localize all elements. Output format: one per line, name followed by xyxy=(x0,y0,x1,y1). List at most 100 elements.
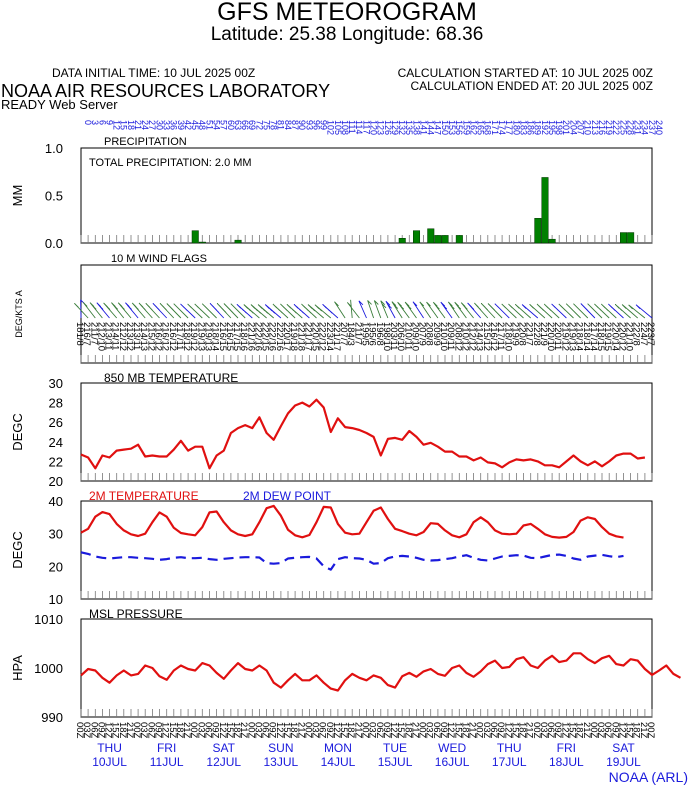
forecast-hour-label: 183 xyxy=(518,120,528,135)
precip-bar xyxy=(427,228,435,244)
panel-ticks-0 xyxy=(80,235,653,243)
calc-ended: CALCULATION ENDED AT: 20 JUL 2025 00Z xyxy=(410,79,653,93)
time-label: 18Z xyxy=(231,722,242,739)
time-label: 09Z xyxy=(438,722,449,739)
precip-bar xyxy=(413,230,421,244)
time-label: 21Z xyxy=(295,722,306,739)
time-label: 09Z xyxy=(210,722,221,739)
wind-label: 207/9 xyxy=(417,322,428,346)
wind-label: 220/15 xyxy=(310,322,321,351)
forecast-hour-label: 105 xyxy=(333,120,343,135)
forecast-hour-label: 120 xyxy=(369,120,379,135)
time-label: 09Z xyxy=(267,722,278,739)
y-tick-label: 0.5 xyxy=(45,189,63,204)
wind-label: 217/14 xyxy=(588,322,599,351)
forecast-hour-label: 159 xyxy=(461,120,471,135)
wind-barb xyxy=(487,303,503,319)
wind-barb xyxy=(307,304,324,319)
day-date-label: 10JUL xyxy=(92,755,127,769)
wind-label: 196/8 xyxy=(374,322,385,346)
forecast-hour-label: 15 xyxy=(119,120,129,130)
precip-ylabel: MM xyxy=(10,185,25,207)
wind-barb xyxy=(529,303,546,319)
wind-barb xyxy=(419,301,432,319)
wind-barb xyxy=(152,302,168,319)
forecast-hour-label: 126 xyxy=(383,120,393,135)
ylabel-panel-3: DEGC xyxy=(10,531,25,569)
wind-label: 221/9 xyxy=(538,322,549,346)
time-label: 12Z xyxy=(331,722,342,739)
time-label: 00Z xyxy=(417,722,428,739)
wind-label: 218/16 xyxy=(238,322,249,351)
forecast-hour-label: 30 xyxy=(154,120,164,130)
y-tick-label: 1.0 xyxy=(45,141,63,156)
time-label: 09Z xyxy=(609,722,620,739)
forecast-hour-label: 168 xyxy=(483,120,493,135)
panel-ticks-1 xyxy=(80,355,653,363)
time-label: 06Z xyxy=(602,722,613,739)
wind-barb xyxy=(380,300,389,319)
wind-barb xyxy=(194,303,210,319)
wind-label: 221/17 xyxy=(302,322,313,351)
time-label: 03Z xyxy=(595,722,606,739)
time-label: 15Z xyxy=(224,722,235,739)
time-label: 12Z xyxy=(160,722,171,739)
wind-barb xyxy=(293,303,310,319)
wind-barb xyxy=(404,301,417,319)
day-name-label: THU xyxy=(497,741,522,755)
forecast-hour-label: 216 xyxy=(597,120,607,135)
lab-name: NOAA AIR RESOURCES LABORATORY xyxy=(1,81,331,101)
time-label: 09Z xyxy=(324,722,335,739)
time-label: 18Z xyxy=(402,722,413,739)
forecast-hour-label: 129 xyxy=(390,120,400,135)
wind-barb xyxy=(397,301,410,319)
wind-barb xyxy=(385,300,396,319)
forecast-hour-label: 237 xyxy=(647,120,657,135)
pressure-line xyxy=(80,652,682,692)
wind-label: 211/7 xyxy=(352,322,363,345)
time-label: 03Z xyxy=(310,722,321,739)
panel-frame-4 xyxy=(80,618,653,718)
forecast-hour-label: 132 xyxy=(397,120,407,135)
wind-label: 219/13 xyxy=(202,322,213,351)
wind-label: 213/12 xyxy=(124,322,135,351)
wind-label: 220/14 xyxy=(609,322,620,351)
wind-label: 216/7 xyxy=(81,322,92,346)
wind-barb xyxy=(243,304,260,319)
y-tick-label: 30 xyxy=(49,376,63,391)
t2m-line xyxy=(80,504,624,539)
wind-barb xyxy=(131,302,146,319)
y-tick-label: 40 xyxy=(49,494,63,509)
time-label: 21Z xyxy=(181,722,192,739)
wind-label: 210/11 xyxy=(402,322,413,350)
forecast-hour-label: 90 xyxy=(297,120,307,130)
forecast-hour-label: 96 xyxy=(311,120,321,130)
wind-label: 198/10 xyxy=(381,322,392,351)
wind-barb xyxy=(301,303,317,319)
wind-barb xyxy=(358,300,367,319)
dew-legend: 2M DEW POINT xyxy=(243,489,332,503)
time-label: 03Z xyxy=(195,722,206,739)
time-label: 00Z xyxy=(531,722,542,739)
init-time: DATA INITIAL TIME: 10 JUL 2025 00Z xyxy=(52,66,256,80)
precip-bar xyxy=(541,177,549,244)
wind-label: 216/12 xyxy=(488,322,499,351)
time-label: 06Z xyxy=(545,722,556,739)
wind-label: 220/17 xyxy=(281,322,292,351)
y-tick-label: 990 xyxy=(41,710,63,725)
day-name-label: WED xyxy=(438,741,466,755)
wind-label: 222/16 xyxy=(274,322,285,351)
forecast-hour-label: 99 xyxy=(319,120,329,130)
wind-label: 184/3 xyxy=(345,322,356,346)
precip-bar xyxy=(627,232,635,244)
time-label: 15Z xyxy=(338,722,349,739)
wind-label: 213/11 xyxy=(131,322,142,350)
day-date-label: 17JUL xyxy=(492,755,527,769)
wind-label: 216/12 xyxy=(160,322,171,351)
wind-barb xyxy=(454,301,467,319)
y-tick-label: 0.0 xyxy=(45,236,63,251)
day-name-label: MON xyxy=(324,741,352,755)
y-tick-label: 20 xyxy=(49,559,63,574)
time-label: 15Z xyxy=(395,722,406,739)
wind-barb xyxy=(587,303,603,319)
